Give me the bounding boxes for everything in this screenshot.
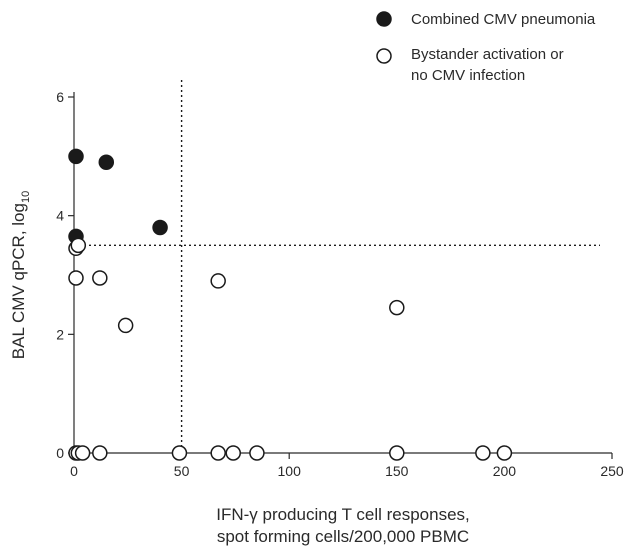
x-axis-label-line2: spot forming cells/200,000 PBMC: [217, 527, 469, 546]
data-point-open: [70, 237, 87, 254]
legend-label-combined: Combined CMV pneumonia: [411, 11, 596, 28]
y-axis-label-subscript: 10: [20, 191, 32, 203]
data-point-open: [117, 317, 134, 334]
data-point-open: [475, 445, 491, 461]
axes: [73, 92, 612, 454]
y-tick-label: 6: [56, 89, 64, 105]
x-tick-label: 100: [278, 463, 302, 479]
data-point-open: [171, 445, 188, 461]
data-point-open: [249, 445, 265, 461]
y-tick-label: 0: [56, 445, 64, 461]
legend: Combined CMV pneumonia Bystander activat…: [376, 11, 596, 84]
data-point-open: [496, 445, 513, 461]
tick-marks: [68, 96, 613, 459]
data-point-open: [210, 445, 226, 461]
data-point-open: [389, 299, 405, 316]
data-point-open: [389, 445, 405, 461]
x-axis-label-line1: IFN-γ producing T cell responses,: [216, 505, 470, 524]
data-points: [68, 148, 513, 461]
data-point-open: [68, 270, 84, 286]
legend-marker-filled-circle: [376, 11, 392, 27]
data-point-open: [225, 445, 241, 461]
data-point-open: [74, 445, 91, 461]
reference-lines: [74, 80, 600, 453]
data-point-filled: [152, 219, 168, 236]
data-point-filled: [68, 148, 84, 165]
data-point-open: [92, 445, 108, 461]
data-point-open: [210, 273, 226, 289]
tick-labels: 0 50 100 150 200 250 0 2 4 6: [56, 89, 624, 479]
legend-label-bystander-line2: no CMV infection: [411, 67, 525, 84]
x-tick-label: 200: [493, 463, 517, 479]
x-tick-label: 50: [174, 463, 190, 479]
legend-marker-open-circle: [376, 48, 392, 64]
y-axis-label: BAL CMV qPCR, log10: [9, 191, 32, 359]
data-point-filled: [98, 154, 115, 171]
x-tick-label: 250: [600, 463, 624, 479]
y-tick-label: 2: [56, 326, 64, 342]
y-axis-label-main: BAL CMV qPCR, log: [9, 203, 28, 359]
data-point-open: [92, 270, 108, 286]
y-tick-label: 4: [56, 208, 64, 224]
legend-label-bystander-line1: Bystander activation or: [411, 46, 564, 63]
x-tick-label: 0: [70, 463, 78, 479]
x-tick-label: 150: [385, 463, 409, 479]
